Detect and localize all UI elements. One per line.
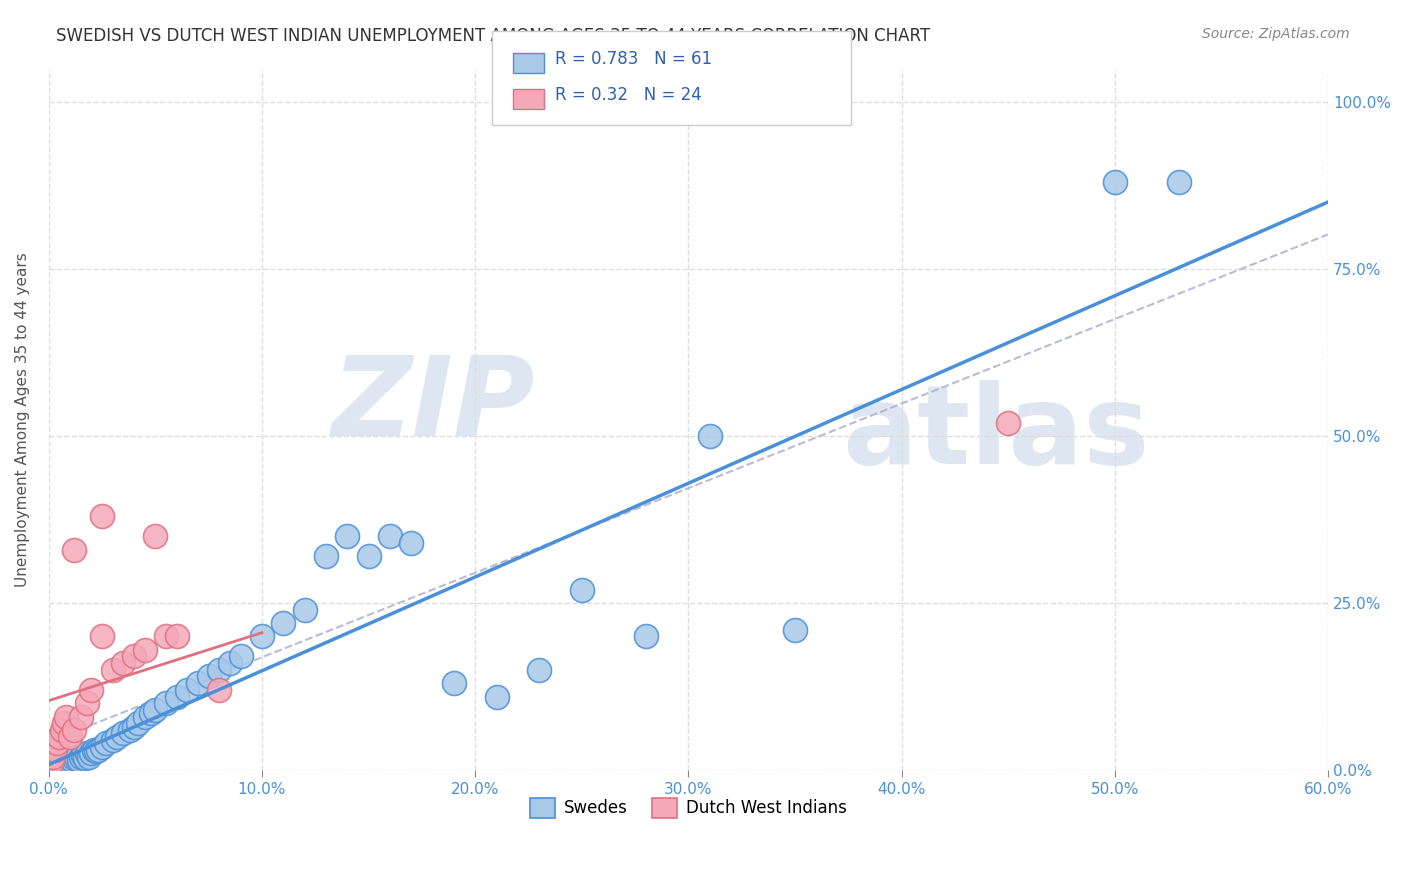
Point xyxy=(38,759,60,773)
Point xyxy=(294,602,316,616)
Point xyxy=(73,751,96,765)
Point xyxy=(357,549,380,564)
Point xyxy=(55,709,77,723)
Legend: Swedes, Dutch West Indians: Swedes, Dutch West Indians xyxy=(523,791,853,825)
Point xyxy=(997,416,1019,430)
Point xyxy=(38,759,60,773)
Point xyxy=(48,757,70,772)
Point xyxy=(55,755,77,769)
Point xyxy=(65,749,87,764)
Point xyxy=(187,676,209,690)
Point xyxy=(91,629,114,643)
Point xyxy=(122,720,145,734)
Point xyxy=(527,663,550,677)
Point xyxy=(101,663,124,677)
Point xyxy=(250,629,273,643)
Point xyxy=(139,706,162,721)
Point xyxy=(44,743,66,757)
Point xyxy=(699,429,721,443)
Point xyxy=(1167,175,1189,189)
Point xyxy=(48,730,70,744)
Point xyxy=(122,649,145,664)
Point xyxy=(76,747,98,761)
Point xyxy=(44,759,66,773)
Point xyxy=(571,582,593,597)
Point xyxy=(59,755,82,769)
Point xyxy=(91,509,114,524)
Point xyxy=(69,749,91,764)
Point xyxy=(155,629,177,643)
Point xyxy=(443,676,465,690)
Point xyxy=(176,682,198,697)
Point xyxy=(399,536,422,550)
Text: atlas: atlas xyxy=(842,380,1149,487)
Point xyxy=(134,642,156,657)
Point xyxy=(112,726,135,740)
Point xyxy=(52,716,75,731)
Point xyxy=(42,749,65,764)
Point xyxy=(118,723,141,737)
Point xyxy=(208,663,231,677)
Point xyxy=(80,682,103,697)
Point xyxy=(271,615,294,630)
Point xyxy=(96,736,118,750)
Point xyxy=(197,669,219,683)
Point xyxy=(48,756,70,771)
Point xyxy=(145,529,167,543)
Point xyxy=(42,759,65,773)
Point xyxy=(208,682,231,697)
Point xyxy=(77,749,100,764)
Point xyxy=(145,703,167,717)
Point xyxy=(105,730,128,744)
Point xyxy=(155,696,177,710)
Point xyxy=(39,756,62,771)
Point xyxy=(63,723,86,737)
Point xyxy=(46,736,69,750)
Point xyxy=(56,756,79,771)
Point xyxy=(485,690,508,704)
Point xyxy=(87,743,110,757)
Point xyxy=(60,753,83,767)
Point xyxy=(315,549,337,564)
Point xyxy=(112,656,135,670)
Text: ZIP: ZIP xyxy=(332,351,534,458)
Point xyxy=(1104,175,1126,189)
Point xyxy=(219,656,242,670)
Point xyxy=(127,716,149,731)
Point xyxy=(63,542,86,557)
Point xyxy=(783,623,806,637)
Text: R = 0.32   N = 24: R = 0.32 N = 24 xyxy=(555,87,702,104)
Point xyxy=(67,753,90,767)
Text: R = 0.783   N = 61: R = 0.783 N = 61 xyxy=(555,50,713,68)
Point xyxy=(46,759,69,773)
Point xyxy=(52,756,75,771)
Point xyxy=(101,733,124,747)
Point xyxy=(166,629,188,643)
Point xyxy=(336,529,359,543)
Point xyxy=(166,690,188,704)
Point xyxy=(80,747,103,761)
Point xyxy=(229,649,252,664)
Point xyxy=(69,709,91,723)
Point xyxy=(634,629,657,643)
Point xyxy=(76,696,98,710)
Y-axis label: Unemployment Among Ages 35 to 44 years: Unemployment Among Ages 35 to 44 years xyxy=(15,252,30,587)
Text: Source: ZipAtlas.com: Source: ZipAtlas.com xyxy=(1202,27,1350,41)
Point xyxy=(83,743,105,757)
Point xyxy=(84,744,107,758)
Point xyxy=(134,709,156,723)
Point xyxy=(51,723,73,737)
Point xyxy=(63,751,86,765)
Point xyxy=(91,739,114,754)
Point xyxy=(59,753,82,767)
Point xyxy=(378,529,401,543)
Point xyxy=(51,757,73,772)
Point xyxy=(59,730,82,744)
Text: SWEDISH VS DUTCH WEST INDIAN UNEMPLOYMENT AMONG AGES 35 TO 44 YEARS CORRELATION : SWEDISH VS DUTCH WEST INDIAN UNEMPLOYMEN… xyxy=(56,27,931,45)
Point xyxy=(72,748,94,763)
